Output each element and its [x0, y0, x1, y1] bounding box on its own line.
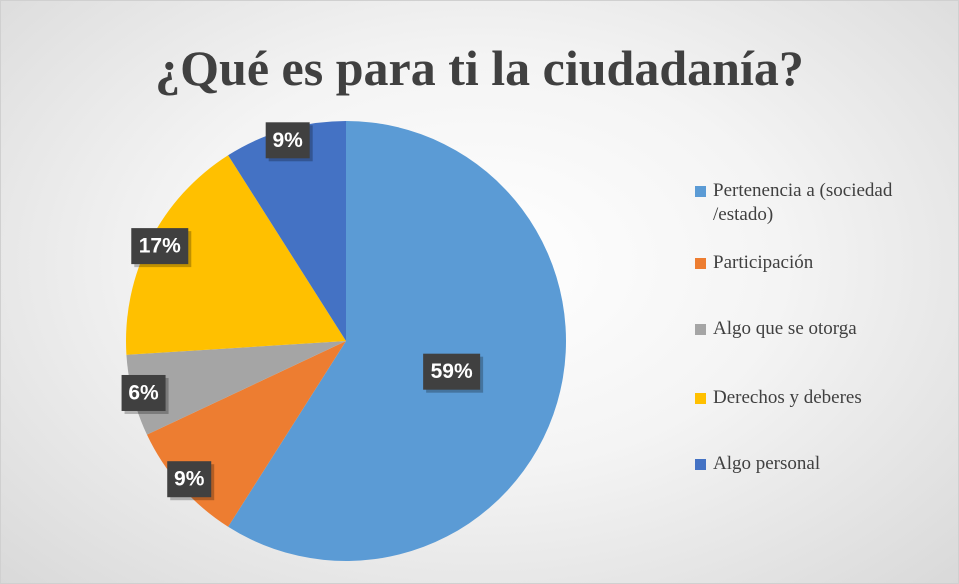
legend-item: Pertenencia a (sociedad /estado) [695, 179, 945, 227]
data-label: 9% [273, 129, 304, 152]
label-box [121, 374, 166, 411]
data-label: 17% [139, 235, 181, 258]
pie-slice [126, 341, 347, 435]
label-box [131, 228, 189, 265]
legend-label: Pertenencia a (sociedad /estado) [713, 180, 893, 225]
legend-label: Algo personal [713, 453, 821, 474]
label-box [167, 461, 212, 498]
legend-label: Algo que se otorga [713, 318, 857, 339]
legend-item: Participación [695, 251, 945, 275]
legend-swatch [695, 324, 706, 335]
legend-label: Participación [713, 252, 814, 273]
label-box [423, 353, 481, 390]
legend-label: Derechos y deberes [713, 387, 862, 408]
data-label: 6% [128, 381, 159, 404]
legend-swatch [695, 393, 706, 404]
legend-swatch [695, 258, 706, 269]
pie-slice [126, 155, 346, 355]
legend-item: Algo personal [695, 452, 945, 476]
chart-title: ¿Qué es para ti la ciudadanía? [155, 40, 804, 96]
label-box [265, 122, 310, 159]
data-label: 9% [174, 468, 205, 491]
legend-swatch [695, 186, 706, 197]
legend-item: Algo que se otorga [695, 317, 945, 341]
legend-swatch [695, 459, 706, 470]
legend-item: Derechos y deberes [695, 386, 945, 410]
data-label: 59% [431, 360, 473, 383]
pie-slice [228, 121, 566, 561]
pie-slice [228, 121, 346, 341]
